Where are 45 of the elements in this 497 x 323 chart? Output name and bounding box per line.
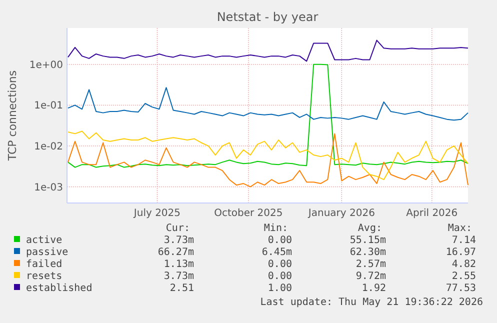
- text: 2.57m: [356, 259, 386, 270]
- text: 2.51: [170, 283, 194, 294]
- legend-label: failed: [26, 259, 62, 270]
- text: 1.92: [362, 283, 386, 294]
- text: 0.00: [268, 235, 292, 246]
- y-tick-label: 1e+00: [29, 60, 63, 71]
- text: 1.00: [268, 283, 292, 294]
- chart-title: Netstat - by year: [216, 10, 318, 24]
- y-tick-label: 1e-01: [34, 100, 63, 112]
- line-series: [68, 133, 468, 188]
- y-axis-title: TCP connections: [6, 70, 19, 162]
- text: 16.97: [446, 247, 476, 258]
- text: 9.72m: [356, 271, 386, 282]
- text: 55.15m: [350, 235, 386, 246]
- text: Min:: [264, 223, 288, 234]
- text: Max:: [448, 223, 472, 234]
- text: 3.73m: [164, 235, 194, 246]
- y-tick-label: 1e-02: [34, 141, 63, 152]
- legend-label: active: [26, 235, 62, 246]
- x-tick-label: January 2026: [307, 208, 375, 219]
- text: 62.30m: [350, 247, 386, 258]
- text: 1.13m: [164, 259, 194, 270]
- x-tick-label: April 2026: [406, 208, 458, 219]
- text: 2.55: [452, 271, 476, 282]
- text: 0.00: [268, 271, 292, 282]
- line-series: [68, 87, 468, 121]
- line-series: [68, 40, 468, 62]
- text: 66.27m: [158, 247, 194, 258]
- text: 3.73m: [164, 271, 194, 282]
- line-series: [68, 130, 468, 180]
- text: 77.53: [446, 283, 476, 294]
- line-series: [68, 64, 468, 168]
- text: 0.00: [268, 259, 292, 270]
- text: 4.82: [452, 259, 476, 270]
- text: Cur:: [166, 223, 190, 234]
- text: Avg:: [358, 223, 382, 234]
- legend-label: resets: [26, 271, 62, 282]
- legend-label: established: [26, 283, 92, 294]
- text: 6.45m: [262, 247, 292, 258]
- y-tick-label: 1e-03: [34, 182, 63, 194]
- legend-label: passive: [26, 247, 68, 258]
- text: 7.14: [452, 235, 476, 246]
- text: Last update: Thu May 21 19:36:22 2026: [260, 297, 483, 308]
- x-tick-label: October 2025: [214, 208, 283, 219]
- x-tick-label: July 2025: [132, 208, 181, 219]
